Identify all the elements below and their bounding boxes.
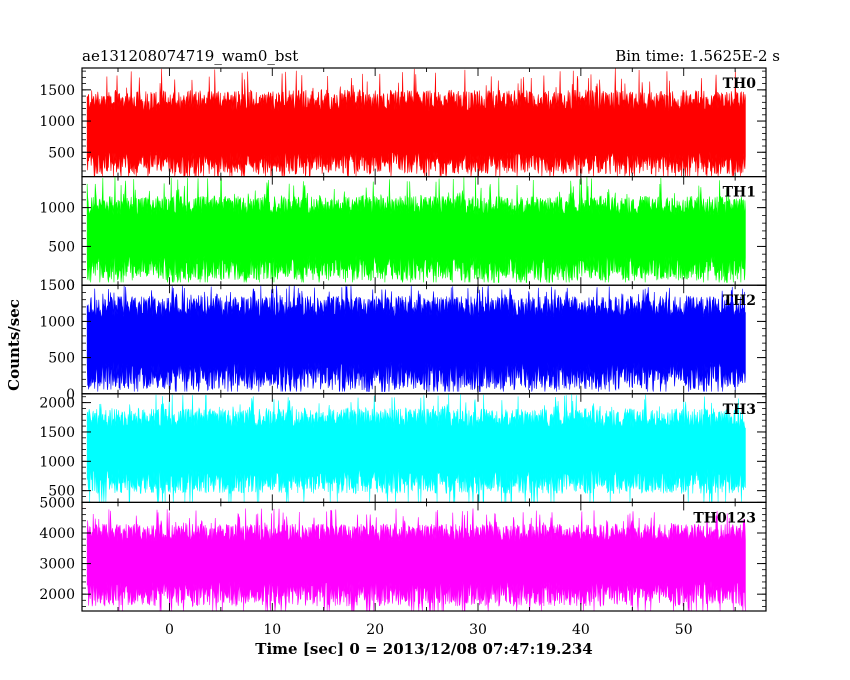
y-tick-label: 1000 xyxy=(39,314,75,330)
y-tick-label: 4000 xyxy=(39,526,75,542)
panel-label: TH3 xyxy=(723,402,756,418)
y-tick-label: 3000 xyxy=(39,557,75,573)
x-tick-label: 40 xyxy=(572,622,590,638)
series-th2 xyxy=(86,285,746,392)
y-tick-label: 2000 xyxy=(39,587,75,603)
y-tick-label: 500 xyxy=(48,145,75,161)
series-th1 xyxy=(86,176,746,283)
y-tick-label: 1500 xyxy=(39,425,75,441)
series-th0 xyxy=(86,68,746,177)
y-tick-label: 2000 xyxy=(39,396,75,412)
panels: 500 1000 1500 TH0 0 500 1000 TH1 0 500 1000 1500 TH2… xyxy=(39,67,767,612)
y-tick-label: 500 xyxy=(48,484,75,500)
x-axis-label: Time [sec] 0 = 2013/12/08 07:47:19.234 xyxy=(255,640,592,658)
y-tick-label: 1000 xyxy=(39,454,75,470)
panel-th3: 500 1000 1500 2000 TH3 xyxy=(39,393,767,503)
y-tick-label: 5000 xyxy=(39,495,75,511)
panel-label: TH0123 xyxy=(693,510,756,526)
panel-label: TH1 xyxy=(723,185,756,201)
y-tick-label: 1500 xyxy=(39,83,75,99)
panel-label: TH0 xyxy=(723,76,757,92)
panel-th1: 0 500 1000 TH1 xyxy=(39,176,767,294)
panel-label: TH2 xyxy=(723,293,756,309)
x-tick-label: 30 xyxy=(469,622,487,638)
panel-frame xyxy=(81,501,767,612)
y-tick-label: 1000 xyxy=(39,201,75,217)
y-axis-label: Counts/sec xyxy=(5,299,23,391)
y-tick-label: 1500 xyxy=(39,278,75,294)
series-th0123 xyxy=(86,508,746,612)
y-tick-label: 0 xyxy=(66,387,75,403)
y-tick-label: 500 xyxy=(48,239,75,255)
x-axis: 0 10 20 30 40 50 xyxy=(165,622,693,638)
panel-th0123: 2000 3000 4000 5000 TH0123 xyxy=(39,495,767,612)
x-tick-label: 0 xyxy=(165,622,174,638)
y-tick-label: 500 xyxy=(48,351,75,367)
y-tick-label: 0 xyxy=(66,278,75,294)
panel-th0: 500 1000 1500 TH0 xyxy=(39,67,767,178)
panel-th2: 0 500 1000 1500 TH2 xyxy=(39,278,767,403)
x-tick-label: 50 xyxy=(675,622,693,638)
x-tick-label: 10 xyxy=(263,622,281,638)
bin-time-label: Bin time: 1.5625E-2 s xyxy=(615,47,780,65)
chart-title: ae131208074719_wam0_bst xyxy=(82,47,298,65)
x-tick-label: 20 xyxy=(366,622,384,638)
y-tick-label: 1000 xyxy=(39,114,75,130)
series-th3 xyxy=(86,393,746,503)
